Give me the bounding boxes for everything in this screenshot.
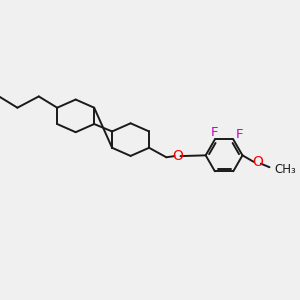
Text: CH₃: CH₃	[274, 164, 296, 176]
Text: F: F	[236, 128, 244, 141]
Text: F: F	[211, 126, 218, 140]
Text: O: O	[172, 149, 183, 163]
Text: O: O	[253, 155, 263, 169]
